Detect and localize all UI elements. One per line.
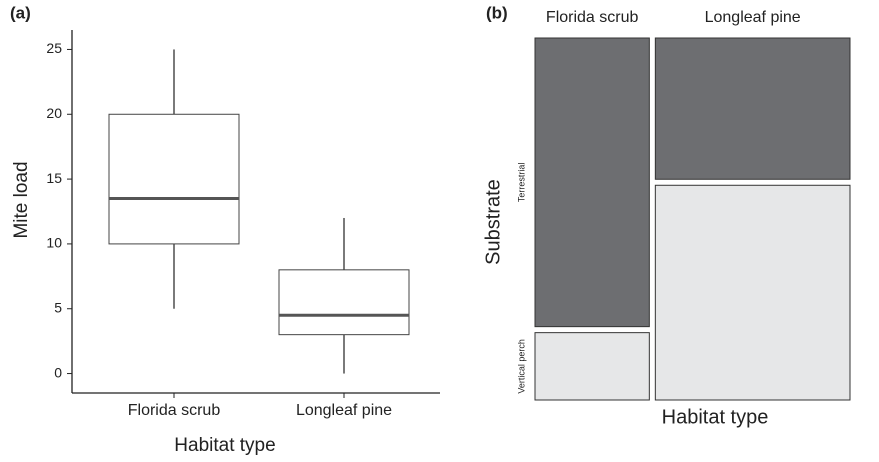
- y-axis-label: Mite load: [11, 161, 32, 238]
- y-axis-label: Substrate: [482, 179, 504, 265]
- column-label: Florida scrub: [546, 9, 639, 26]
- row-label: Vertical perch: [516, 339, 526, 394]
- x-axis-label: Habitat type: [662, 406, 769, 428]
- x-tick-label: Florida scrub: [128, 402, 221, 419]
- panel-label: (a): [10, 3, 31, 22]
- y-tick-label: 10: [46, 235, 62, 251]
- panel-label: (b): [486, 3, 508, 22]
- box: [278, 269, 410, 336]
- y-tick-label: 5: [54, 299, 62, 315]
- mosaic-cell: [654, 184, 851, 401]
- y-tick-label: 15: [46, 170, 62, 186]
- row-label: Terrestrial: [516, 163, 526, 203]
- mosaic-cell: [534, 37, 650, 328]
- mosaic-cell: [654, 37, 851, 180]
- box: [108, 113, 240, 245]
- mosaic-cell: [534, 332, 650, 401]
- y-tick-label: 20: [46, 105, 62, 121]
- x-axis-label: Habitat type: [174, 435, 275, 456]
- x-tick-label: Longleaf pine: [296, 402, 392, 419]
- column-label: Longleaf pine: [705, 9, 801, 26]
- y-tick-label: 25: [46, 40, 62, 56]
- y-tick-label: 0: [54, 364, 62, 380]
